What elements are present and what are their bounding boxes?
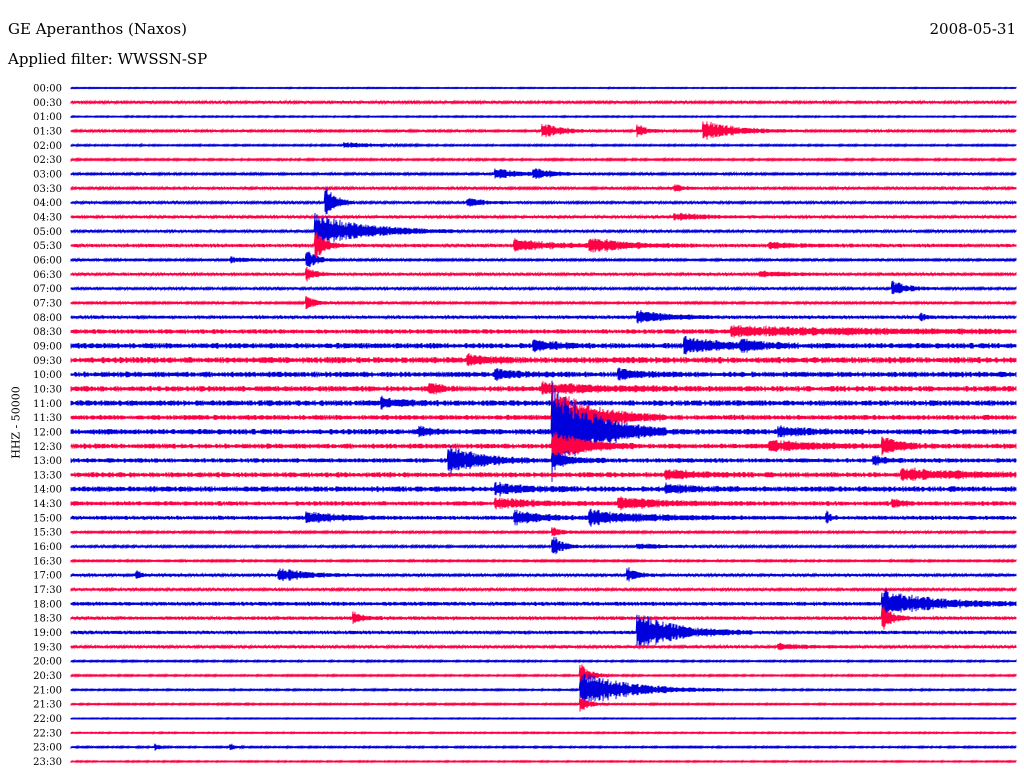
- trace-line: [70, 231, 1017, 258]
- filter-label: Applied filter: WWSSN-SP: [8, 50, 208, 68]
- row-label: 04:30: [33, 212, 62, 223]
- row-label: 22:00: [33, 714, 62, 725]
- row-label: 18:30: [33, 614, 62, 625]
- row-label: 17:00: [33, 571, 62, 582]
- trace-line: [70, 251, 1017, 267]
- row-label: 05:30: [33, 241, 62, 252]
- row-label: 13:00: [33, 456, 62, 467]
- row-label: 09:30: [33, 356, 62, 367]
- row-label: 11:00: [33, 399, 62, 410]
- row-label: 17:30: [33, 585, 62, 596]
- row-label: 06:30: [33, 270, 62, 281]
- row-label: 03:30: [33, 184, 62, 195]
- trace-line: [70, 589, 1017, 617]
- row-label: 18:00: [33, 599, 62, 610]
- trace-line: [70, 352, 1017, 367]
- station-title: GE Aperanthos (Naxos): [8, 20, 187, 38]
- trace-line: [70, 536, 1017, 555]
- row-label: 16:00: [33, 542, 62, 553]
- row-label: 23:30: [33, 757, 62, 768]
- row-label: 06:00: [33, 255, 62, 266]
- row-label: 09:00: [33, 341, 62, 352]
- row-label: 00:00: [33, 84, 62, 95]
- row-label: 22:30: [33, 728, 62, 739]
- trace-line: [70, 390, 1017, 438]
- date-label: 2008-05-31: [929, 20, 1016, 38]
- row-label: 23:00: [33, 743, 62, 754]
- row-label: 16:30: [33, 556, 62, 567]
- row-label: 08:30: [33, 327, 62, 338]
- trace-line: [70, 431, 1017, 459]
- row-label: 12:30: [33, 442, 62, 453]
- trace-line: [70, 188, 1017, 215]
- row-label: 21:30: [33, 700, 62, 711]
- row-label: 07:30: [33, 298, 62, 309]
- trace-line: [70, 673, 1017, 703]
- row-label: 01:00: [33, 112, 62, 123]
- row-label: 10:00: [33, 370, 62, 381]
- row-label: 03:00: [33, 169, 62, 180]
- row-label: 19:30: [33, 642, 62, 653]
- row-label: 08:00: [33, 313, 62, 324]
- row-label: 02:00: [33, 141, 62, 152]
- row-label: 01:30: [33, 126, 62, 137]
- row-label: 15:30: [33, 528, 62, 539]
- row-label: 00:30: [33, 98, 62, 109]
- row-label: 14:30: [33, 499, 62, 510]
- row-label: 20:30: [33, 671, 62, 682]
- row-label: 10:30: [33, 384, 62, 395]
- row-label: 05:00: [33, 227, 62, 238]
- row-label: 20:00: [33, 657, 62, 668]
- row-label: 12:00: [33, 427, 62, 438]
- row-label: 14:00: [33, 485, 62, 496]
- trace-line: [70, 381, 1017, 395]
- trace-line: [70, 280, 1017, 295]
- row-label: 19:00: [33, 628, 62, 639]
- trace-line: [70, 567, 1017, 582]
- row-label: 21:00: [33, 685, 62, 696]
- row-label: 02:30: [33, 155, 62, 166]
- row-label: 15:00: [33, 513, 62, 524]
- row-label: 13:30: [33, 470, 62, 481]
- row-label: 07:00: [33, 284, 62, 295]
- row-label: 11:30: [33, 413, 62, 424]
- row-label: 04:00: [33, 198, 62, 209]
